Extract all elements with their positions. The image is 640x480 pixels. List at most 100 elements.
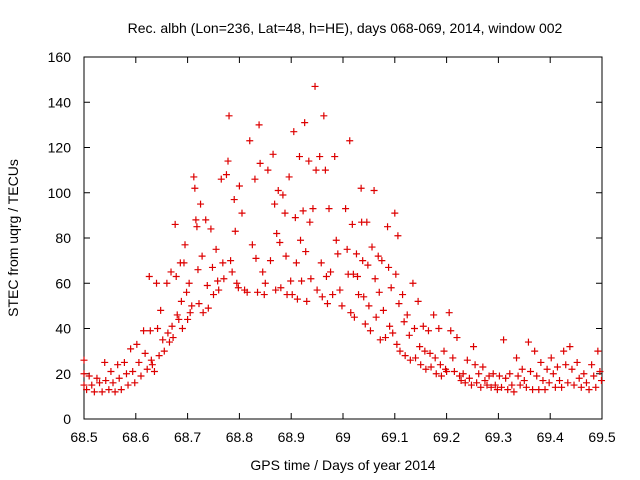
- data-point: [321, 166, 329, 174]
- data-point: [273, 229, 281, 237]
- x-tick-label: 69.1: [381, 429, 408, 445]
- data-point: [327, 268, 335, 276]
- data-point: [195, 300, 203, 308]
- data-point: [431, 354, 439, 362]
- x-tick-label: 69: [335, 429, 351, 445]
- data-point: [384, 223, 392, 231]
- data-point: [368, 243, 376, 251]
- data-point: [90, 388, 98, 396]
- data-point: [220, 275, 228, 283]
- data-point: [208, 263, 216, 271]
- data-point: [336, 286, 344, 294]
- data-point: [192, 216, 200, 224]
- data-point: [485, 372, 493, 380]
- data-point: [493, 386, 501, 394]
- data-point: [219, 259, 227, 267]
- data-point: [318, 293, 326, 301]
- data-point: [394, 232, 402, 240]
- data-point: [279, 191, 287, 199]
- data-point: [197, 200, 205, 208]
- data-point: [529, 386, 537, 394]
- data-point: [148, 361, 156, 369]
- data-point: [117, 386, 125, 394]
- data-point: [456, 372, 464, 380]
- data-point: [405, 331, 413, 339]
- data-point: [443, 367, 451, 375]
- data-point: [348, 220, 356, 228]
- data-point: [346, 137, 354, 145]
- data-point: [147, 356, 155, 364]
- data-point: [298, 277, 306, 285]
- data-point: [188, 302, 196, 310]
- data-point: [465, 374, 473, 382]
- data-point: [145, 272, 153, 280]
- data-point: [295, 153, 303, 161]
- data-point: [322, 272, 330, 280]
- data-point: [154, 325, 162, 332]
- x-tick-label: 69.3: [485, 429, 512, 445]
- data-point: [259, 268, 267, 276]
- data-point: [224, 157, 232, 165]
- data-point: [143, 365, 151, 373]
- data-point: [459, 370, 467, 378]
- data-point: [475, 370, 483, 378]
- y-tick-label: 100: [48, 185, 72, 201]
- data-point: [323, 300, 331, 308]
- data-point: [261, 279, 269, 287]
- x-tick-label: 69.5: [588, 429, 615, 445]
- data-point: [173, 311, 181, 319]
- data-point: [449, 354, 457, 362]
- data-point: [541, 386, 549, 394]
- data-point: [332, 236, 340, 244]
- data-point: [453, 334, 461, 342]
- data-point: [181, 241, 189, 249]
- data-point: [570, 381, 578, 389]
- data-point: [155, 352, 163, 360]
- data-points: [80, 82, 605, 396]
- data-point: [264, 166, 272, 174]
- data-point: [303, 297, 311, 305]
- data-point: [157, 306, 165, 314]
- data-point: [305, 157, 313, 165]
- data-point: [185, 279, 193, 287]
- x-axis-ticks: 68.5 68.6 68.7 68.8 68.9 69 69.1 69.2 69.3 69.4 69…: [70, 57, 616, 445]
- data-point: [504, 386, 512, 394]
- data-point: [80, 381, 88, 389]
- data-point: [495, 372, 503, 380]
- data-point: [537, 358, 545, 366]
- data-point: [426, 349, 434, 357]
- data-point: [317, 259, 325, 267]
- data-point: [222, 171, 230, 179]
- data-point: [590, 372, 598, 380]
- data-point: [422, 365, 430, 373]
- data-point: [254, 288, 262, 296]
- y-tick-label: 40: [55, 321, 71, 337]
- data-point: [277, 284, 285, 292]
- y-axis-label: STEC from uqrg / TECUs: [5, 159, 21, 317]
- data-point: [175, 315, 183, 323]
- data-point: [566, 343, 574, 351]
- data-point: [141, 349, 149, 357]
- data-point: [80, 356, 88, 364]
- data-point: [508, 381, 516, 389]
- data-point: [389, 329, 397, 337]
- data-point: [171, 220, 179, 228]
- data-point: [114, 361, 122, 369]
- data-point: [334, 250, 342, 258]
- data-point: [227, 257, 235, 265]
- data-point: [266, 257, 274, 265]
- data-point: [500, 336, 508, 344]
- data-point: [325, 205, 333, 213]
- data-point: [184, 315, 192, 323]
- data-point: [447, 327, 455, 335]
- plot-area-frame: [83, 56, 603, 420]
- data-point: [379, 306, 387, 314]
- data-point: [427, 363, 435, 371]
- data-point: [473, 379, 481, 387]
- data-point: [297, 236, 305, 244]
- data-point: [85, 372, 93, 380]
- data-point: [479, 363, 487, 371]
- data-point: [320, 112, 328, 120]
- data-point: [177, 297, 185, 305]
- data-point: [560, 347, 568, 355]
